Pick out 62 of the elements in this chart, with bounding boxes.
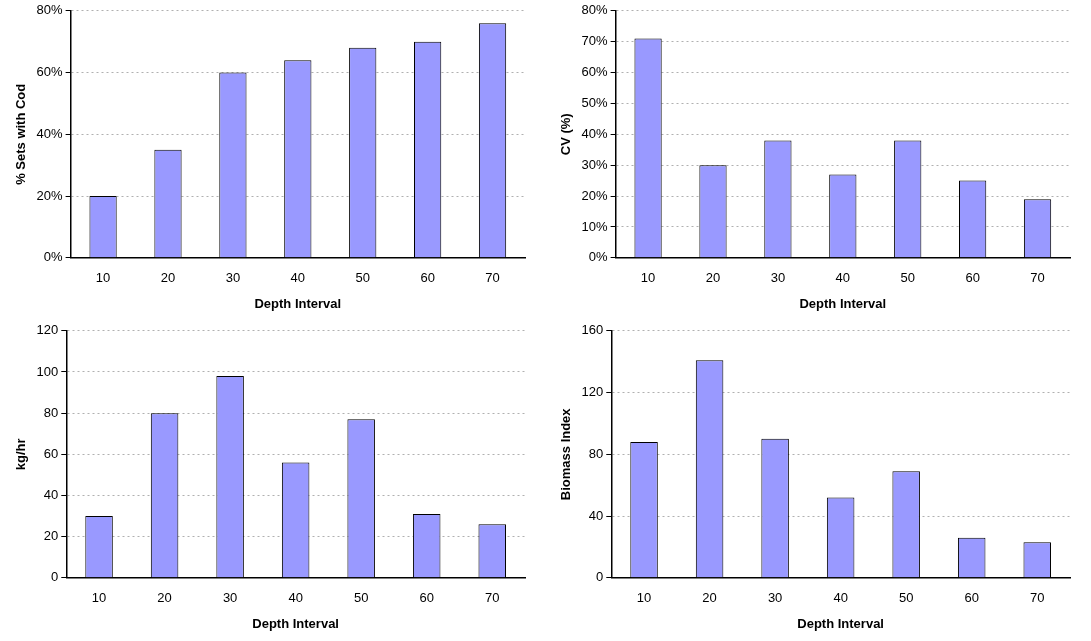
y-axis-title: % Sets with Cod: [13, 83, 29, 185]
y-tick-label: 30%: [581, 156, 609, 172]
x-tick-label: 70: [485, 270, 500, 286]
x-tick-label: 70: [485, 590, 500, 606]
x-tick-label: 60: [419, 590, 434, 606]
y-tick-label: 80: [43, 404, 59, 420]
y-tick-label: 120: [581, 384, 604, 400]
x-axis-title: Depth Interval: [252, 615, 339, 631]
y-axis-title: CV (%): [558, 113, 574, 156]
x-tick-label: 20: [157, 590, 172, 606]
x-tick-label: 50: [355, 270, 370, 286]
x-tick-label: 50: [353, 590, 369, 606]
x-axis-title: Depth Interval: [797, 615, 884, 631]
y-tick-label: 80%: [36, 2, 64, 18]
y-tick-label: 20%: [581, 187, 609, 203]
y-tick-label: 100: [36, 363, 59, 379]
x-tick-label: 40: [290, 270, 306, 286]
y-tick-label: 0%: [43, 249, 64, 265]
x-tick-label: 30: [222, 590, 238, 606]
x-tick-label: 50: [898, 590, 914, 606]
y-tick-label: 80%: [581, 2, 609, 18]
x-tick-label: 30: [225, 270, 241, 286]
y-tick-label: 10%: [581, 218, 609, 234]
y-tick-label: 160: [581, 322, 604, 338]
x-tick-label: 30: [767, 590, 783, 606]
x-tick-label: 40: [835, 270, 851, 286]
x-tick-label: 50: [900, 270, 915, 286]
y-tick-label: 80: [588, 445, 604, 461]
y-tick-label: 40: [43, 487, 59, 503]
y-tick-label: 0: [51, 569, 59, 585]
x-tick-label: 60: [965, 270, 980, 286]
y-tick-label: 60%: [36, 64, 64, 80]
x-tick-label: 10: [636, 590, 652, 606]
x-tick-label: 70: [1030, 590, 1045, 606]
x-axis-title: Depth Interval: [799, 295, 887, 311]
y-tick-label: 40%: [581, 125, 609, 141]
y-axis-title: kg/hr: [13, 438, 29, 471]
x-axis-title: Depth Interval: [254, 295, 342, 311]
x-tick-label: 20: [705, 270, 721, 286]
x-tick-label: 10: [95, 270, 111, 286]
y-tick-label: 40: [588, 507, 604, 523]
y-axis-title: Biomass Index: [558, 407, 574, 501]
x-tick-label: 40: [833, 590, 848, 606]
x-tick-label: 40: [288, 590, 303, 606]
x-tick-label: 60: [964, 590, 979, 606]
x-tick-label: 70: [1030, 270, 1045, 286]
x-tick-label: 30: [770, 270, 786, 286]
y-tick-label: 20%: [36, 187, 64, 203]
y-tick-label: 60: [43, 445, 59, 461]
y-tick-label: 0%: [588, 249, 609, 265]
y-tick-label: 40%: [36, 125, 64, 141]
x-tick-label: 20: [702, 590, 717, 606]
y-tick-label: 20: [43, 528, 59, 544]
y-tick-label: 120: [36, 322, 59, 338]
x-tick-label: 60: [420, 270, 435, 286]
y-tick-label: 50%: [581, 95, 609, 110]
x-tick-label: 10: [91, 590, 107, 606]
y-tick-label: 70%: [581, 33, 609, 49]
x-tick-label: 20: [160, 270, 176, 286]
x-tick-label: 10: [640, 270, 656, 286]
y-tick-label: 0: [596, 569, 604, 585]
y-tick-label: 60%: [581, 64, 609, 80]
